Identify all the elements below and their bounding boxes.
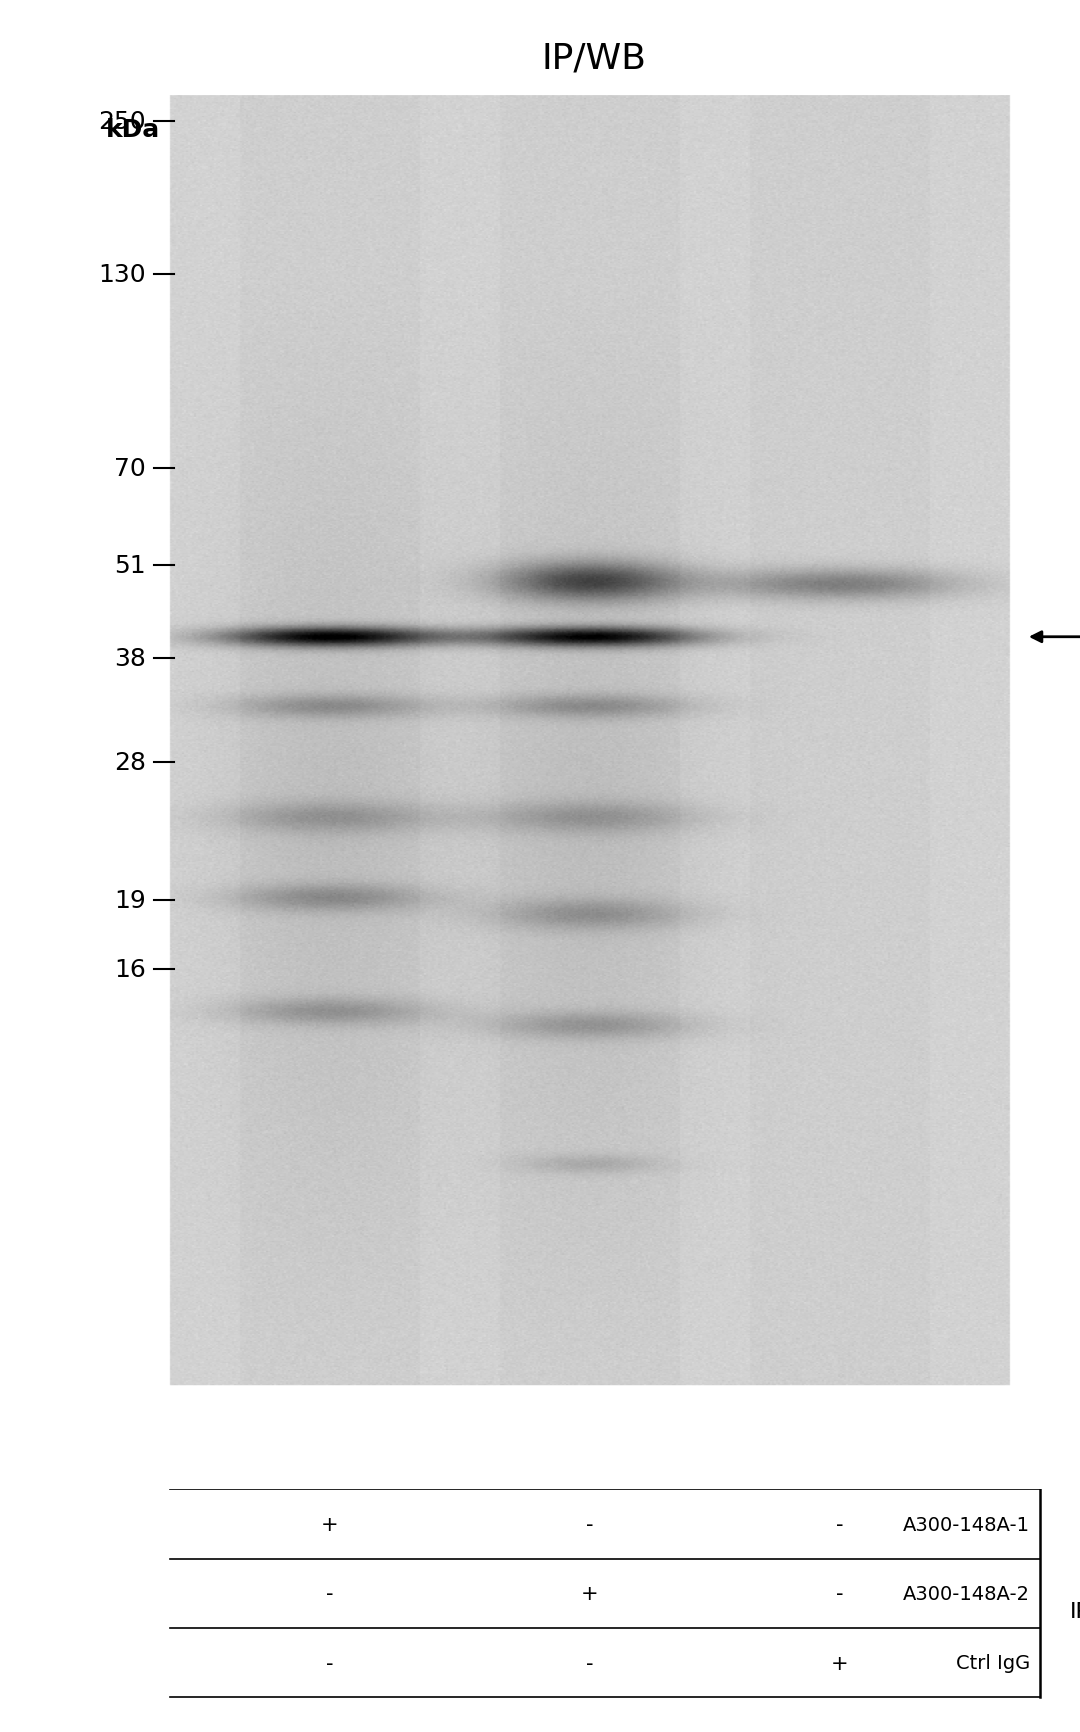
Text: 28: 28: [114, 750, 146, 774]
Text: +: +: [321, 1514, 339, 1535]
Text: -: -: [836, 1514, 843, 1535]
Text: 250: 250: [98, 109, 146, 133]
Text: 19: 19: [114, 889, 146, 913]
Text: Ctrl IgG: Ctrl IgG: [956, 1654, 1030, 1671]
Text: -: -: [836, 1583, 843, 1604]
Text: -: -: [326, 1652, 334, 1673]
Text: -: -: [586, 1514, 594, 1535]
Text: 130: 130: [98, 262, 146, 286]
Text: +: +: [581, 1583, 598, 1604]
Text: kDa: kDa: [106, 118, 160, 142]
Text: A300-148A-2: A300-148A-2: [903, 1585, 1030, 1602]
Text: +: +: [832, 1652, 849, 1673]
Text: 16: 16: [114, 958, 146, 982]
Text: IP: IP: [1070, 1600, 1080, 1621]
Text: -: -: [326, 1583, 334, 1604]
Text: IP/WB: IP/WB: [541, 42, 647, 76]
Text: A300-148A-1: A300-148A-1: [903, 1516, 1030, 1533]
Text: 51: 51: [114, 553, 146, 577]
Text: 70: 70: [114, 456, 146, 480]
Text: -: -: [586, 1652, 594, 1673]
Text: 38: 38: [114, 646, 146, 670]
